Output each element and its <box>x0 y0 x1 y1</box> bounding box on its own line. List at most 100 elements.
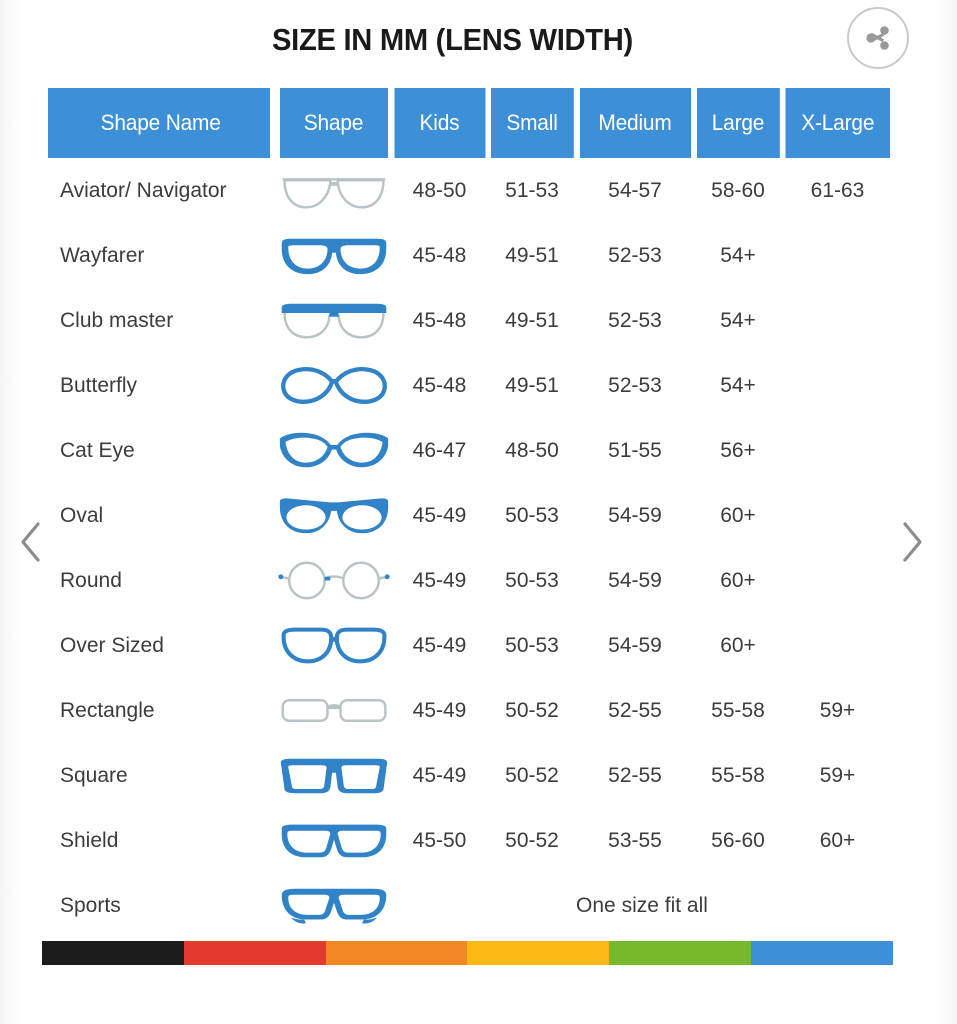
size-cell-kids: 45-49 <box>391 743 488 808</box>
color-swatch-0 <box>42 941 184 965</box>
size-cell-medium: 51-55 <box>576 418 694 483</box>
table-header: Shape Name Shape Kids Small Medium Large… <box>42 88 893 158</box>
size-cell-xlarge: 61-63 <box>782 158 893 223</box>
table-row: Rectangle 45-49 50-52 52-55 55-58 59+ <box>42 678 893 743</box>
color-strip <box>42 941 893 965</box>
chevron-right-icon <box>899 520 925 569</box>
color-swatch-1 <box>183 941 326 965</box>
size-cell-kids: 45-48 <box>391 223 488 288</box>
size-cell-medium: 52-55 <box>576 678 694 743</box>
size-cell-small: 49-51 <box>488 223 576 288</box>
size-cell-xlarge: 60+ <box>782 808 893 873</box>
oversized-glasses-icon <box>276 613 391 678</box>
size-cell-xlarge <box>782 548 893 613</box>
shape-name-cell: Wayfarer <box>42 223 276 288</box>
table-row: Over Sized 45-49 50-53 54-59 60+ <box>42 613 893 678</box>
table-row: Aviator/ Navigator 48-50 51-53 54-57 58-60 61… <box>42 158 893 223</box>
size-cell-kids: 45-50 <box>391 808 488 873</box>
size-cell-medium: 52-55 <box>576 743 694 808</box>
size-cell-large: 56-60 <box>694 808 782 873</box>
size-cell-large: 60+ <box>694 548 782 613</box>
shape-name-cell: Rectangle <box>42 678 276 743</box>
shield-glasses-icon <box>276 808 391 873</box>
clubmaster-glasses-icon <box>276 288 391 353</box>
size-cell-xlarge: 59+ <box>782 743 893 808</box>
size-cell-medium: 52-53 <box>576 288 694 353</box>
size-cell-small: 50-53 <box>488 483 576 548</box>
size-cell-medium: 54-57 <box>576 158 694 223</box>
shape-name-cell: Cat Eye <box>42 418 276 483</box>
rectangle-glasses-icon <box>276 678 391 743</box>
shape-name-cell: Shield <box>42 808 276 873</box>
shape-name-cell: Over Sized <box>42 613 276 678</box>
column-header-shape-name[interactable]: Shape Name <box>47 88 271 158</box>
size-cell-small: 50-53 <box>488 613 576 678</box>
color-swatch-4 <box>609 941 752 965</box>
column-header-large[interactable]: Large <box>696 88 781 158</box>
table-row: Butterfly 45-48 49-51 52-53 54+ <box>42 353 893 418</box>
size-cell-medium: 52-53 <box>576 353 694 418</box>
square-glasses-icon <box>276 743 391 808</box>
table-row: Shield 45-50 50-52 53-55 56-60 60+ <box>42 808 893 873</box>
oval-glasses-icon <box>276 483 391 548</box>
one-size-fit-all-cell: One size fit all <box>391 873 893 938</box>
size-cell-kids: 45-48 <box>391 288 488 353</box>
size-cell-large: 60+ <box>694 613 782 678</box>
size-cell-small: 50-52 <box>488 743 576 808</box>
share-button[interactable] <box>847 7 909 69</box>
sports-glasses-icon <box>276 873 391 938</box>
column-header-small[interactable]: Small <box>490 88 575 158</box>
page-title: SIZE IN MM (LENS WIDTH) <box>272 22 633 57</box>
shape-name-cell: Butterfly <box>42 353 276 418</box>
table-row: Club master 45-48 49-51 52-53 54+ <box>42 288 893 353</box>
size-cell-medium: 52-53 <box>576 223 694 288</box>
chevron-left-icon <box>18 520 44 569</box>
size-cell-small: 50-53 <box>488 548 576 613</box>
size-cell-large: 54+ <box>694 223 782 288</box>
next-arrow-button[interactable] <box>889 516 935 572</box>
size-cell-xlarge: 59+ <box>782 678 893 743</box>
share-icon <box>863 23 893 53</box>
shape-name-cell: Aviator/ Navigator <box>42 158 276 223</box>
cateye-glasses-icon <box>276 418 391 483</box>
table-row: Wayfarer 45-48 49-51 52-53 54+ <box>42 223 893 288</box>
size-cell-large: 54+ <box>694 288 782 353</box>
size-cell-medium: 54-59 <box>576 483 694 548</box>
color-swatch-5 <box>751 941 893 965</box>
butterfly-glasses-icon <box>276 353 391 418</box>
size-cell-xlarge <box>782 223 893 288</box>
column-header-xlarge[interactable]: X-Large <box>784 88 891 158</box>
shape-name-cell: Square <box>42 743 276 808</box>
shape-name-cell: Round <box>42 548 276 613</box>
shape-name-cell: Sports <box>42 873 276 938</box>
size-cell-medium: 54-59 <box>576 548 694 613</box>
size-cell-xlarge <box>782 483 893 548</box>
size-cell-small: 49-51 <box>488 288 576 353</box>
prev-arrow-button[interactable] <box>8 516 54 572</box>
size-cell-large: 55-58 <box>694 743 782 808</box>
round-glasses-icon <box>276 548 391 613</box>
size-cell-large: 56+ <box>694 418 782 483</box>
title-bar: SIZE IN MM (LENS WIDTH) <box>0 0 957 86</box>
table-row: Oval 45-49 50-53 54-59 60+ <box>42 483 893 548</box>
column-header-kids[interactable]: Kids <box>393 88 487 158</box>
size-cell-kids: 45-49 <box>391 483 488 548</box>
size-chart-table: Shape Name Shape Kids Small Medium Large… <box>42 88 893 938</box>
size-cell-small: 50-52 <box>488 808 576 873</box>
aviator-glasses-icon <box>276 158 391 223</box>
size-cell-kids: 45-49 <box>391 548 488 613</box>
size-cell-small: 51-53 <box>488 158 576 223</box>
color-swatch-3 <box>467 941 610 965</box>
table-row: Cat Eye 46-47 48-50 51-55 56+ <box>42 418 893 483</box>
shape-name-cell: Oval <box>42 483 276 548</box>
size-cell-large: 58-60 <box>694 158 782 223</box>
size-cell-large: 60+ <box>694 483 782 548</box>
size-cell-small: 48-50 <box>488 418 576 483</box>
column-header-medium[interactable]: Medium <box>578 88 692 158</box>
column-header-shape[interactable]: Shape <box>278 88 389 158</box>
table-row: Square 45-49 50-52 52-55 55-58 59+ <box>42 743 893 808</box>
right-edge-shadow <box>937 0 957 1024</box>
table-row: Sports One size fit all <box>42 873 893 938</box>
table-row: Round 45-49 50-53 54-59 60+ <box>42 548 893 613</box>
